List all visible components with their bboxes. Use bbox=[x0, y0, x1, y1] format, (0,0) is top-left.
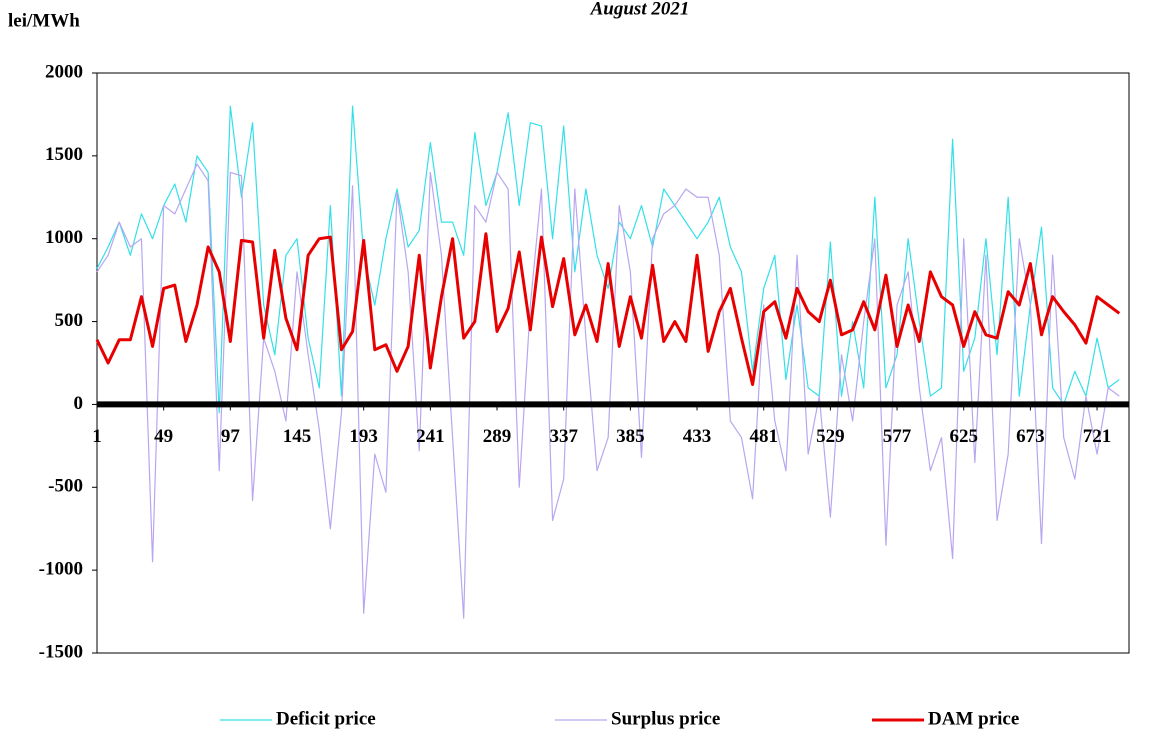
line-series bbox=[95, 232, 1121, 387]
x-tick-label: 49 bbox=[154, 426, 173, 447]
chart-title: August 2021 bbox=[590, 0, 690, 19]
y-tick-label: 1000 bbox=[45, 227, 83, 248]
x-tick-label: 625 bbox=[949, 426, 978, 447]
x-tick-label: 529 bbox=[816, 426, 845, 447]
x-tick-label: 1 bbox=[92, 426, 102, 447]
y-axis-label: lei/MWh bbox=[8, 10, 80, 31]
plot-frame bbox=[96, 72, 1130, 654]
x-tick-label: 241 bbox=[416, 426, 445, 447]
line-series bbox=[96, 163, 1120, 619]
x-tick-label: 673 bbox=[1016, 426, 1045, 447]
y-tick-label: 0 bbox=[74, 393, 84, 414]
y-tick-label: -1000 bbox=[39, 559, 83, 580]
x-tick-label: 289 bbox=[483, 426, 512, 447]
x-tick-label: 337 bbox=[549, 426, 578, 447]
legend-label: Surplus price bbox=[611, 708, 720, 729]
y-tick-label: 2000 bbox=[45, 61, 83, 82]
y-tick-label: 1500 bbox=[45, 144, 83, 165]
legend-label: DAM price bbox=[928, 708, 1019, 729]
legend-label: Deficit price bbox=[276, 708, 376, 729]
x-tick-label: 385 bbox=[616, 426, 645, 447]
x-tick-label: 145 bbox=[283, 426, 312, 447]
x-tick-label: 721 bbox=[1083, 426, 1112, 447]
line-series bbox=[96, 105, 1120, 414]
y-tick-label: -500 bbox=[48, 476, 83, 497]
x-tick-label: 97 bbox=[221, 426, 241, 447]
y-tick-label: -1500 bbox=[39, 641, 83, 662]
x-tick-label: 481 bbox=[749, 426, 778, 447]
y-tick-label: 500 bbox=[55, 310, 84, 331]
x-tick-label: 577 bbox=[883, 426, 912, 447]
x-tick-label: 193 bbox=[349, 426, 378, 447]
x-tick-label: 433 bbox=[683, 426, 712, 447]
